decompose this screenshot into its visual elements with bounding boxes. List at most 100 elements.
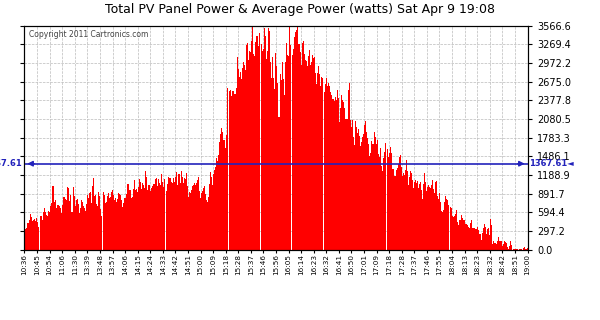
- Bar: [268, 28, 269, 250]
- Bar: [240, 72, 241, 250]
- Bar: [128, 190, 130, 250]
- Bar: [151, 188, 152, 250]
- Bar: [210, 172, 211, 250]
- Bar: [253, 54, 254, 250]
- Bar: [358, 129, 359, 250]
- Bar: [85, 211, 86, 250]
- Bar: [83, 206, 84, 250]
- Bar: [304, 54, 305, 250]
- Bar: [96, 204, 97, 250]
- Bar: [84, 208, 85, 250]
- Bar: [296, 29, 298, 250]
- Bar: [499, 241, 500, 250]
- Bar: [451, 208, 452, 250]
- Bar: [431, 185, 432, 250]
- Bar: [461, 215, 462, 250]
- Bar: [148, 185, 149, 250]
- Bar: [183, 183, 184, 250]
- Bar: [205, 194, 206, 250]
- Text: Total PV Panel Power & Average Power (watts) Sat Apr 9 19:08: Total PV Panel Power & Average Power (wa…: [105, 3, 495, 16]
- Bar: [285, 62, 286, 250]
- Bar: [409, 177, 410, 250]
- Bar: [211, 177, 212, 250]
- Bar: [214, 170, 215, 250]
- Bar: [442, 212, 443, 250]
- Bar: [380, 166, 382, 250]
- Bar: [200, 198, 202, 250]
- Bar: [452, 217, 454, 250]
- Bar: [70, 196, 71, 250]
- Bar: [465, 224, 466, 250]
- Bar: [237, 57, 238, 250]
- Bar: [170, 178, 172, 250]
- Bar: [217, 161, 218, 250]
- Bar: [230, 90, 232, 250]
- Bar: [523, 248, 524, 250]
- Bar: [112, 190, 113, 250]
- Bar: [367, 138, 368, 250]
- Bar: [359, 136, 361, 250]
- Bar: [511, 245, 512, 250]
- Bar: [290, 52, 292, 250]
- Bar: [371, 140, 372, 250]
- Bar: [484, 224, 485, 250]
- Bar: [520, 249, 521, 250]
- Bar: [370, 153, 371, 250]
- Bar: [469, 228, 470, 250]
- Bar: [60, 208, 61, 250]
- Bar: [298, 44, 299, 250]
- Bar: [415, 180, 416, 250]
- Bar: [312, 55, 313, 250]
- Text: Copyright 2011 Cartronics.com: Copyright 2011 Cartronics.com: [29, 30, 148, 39]
- Bar: [56, 208, 57, 250]
- Bar: [241, 79, 242, 250]
- Bar: [58, 205, 59, 250]
- Bar: [505, 242, 506, 250]
- Bar: [424, 172, 425, 250]
- Bar: [316, 84, 317, 250]
- Bar: [150, 191, 151, 250]
- Bar: [219, 142, 220, 250]
- Bar: [31, 217, 32, 250]
- Bar: [429, 187, 430, 250]
- Bar: [350, 127, 352, 250]
- Bar: [421, 190, 422, 250]
- Bar: [289, 28, 290, 250]
- Bar: [67, 187, 68, 250]
- Bar: [500, 241, 501, 250]
- Bar: [479, 234, 481, 250]
- Bar: [382, 172, 383, 250]
- Bar: [376, 144, 377, 250]
- Bar: [386, 139, 388, 250]
- Bar: [334, 101, 335, 250]
- Bar: [487, 229, 488, 250]
- Bar: [82, 202, 83, 250]
- Bar: [306, 61, 307, 250]
- Bar: [174, 182, 175, 250]
- Bar: [280, 74, 281, 250]
- Bar: [127, 184, 128, 250]
- Bar: [191, 186, 193, 250]
- Bar: [287, 56, 289, 250]
- Bar: [131, 197, 133, 250]
- Bar: [184, 178, 185, 250]
- Bar: [440, 202, 441, 250]
- Bar: [323, 85, 325, 250]
- Bar: [313, 58, 314, 250]
- Bar: [103, 192, 104, 250]
- Bar: [252, 27, 253, 250]
- Bar: [181, 171, 182, 250]
- Bar: [443, 202, 445, 250]
- Bar: [136, 189, 137, 250]
- Bar: [320, 77, 322, 250]
- Bar: [185, 179, 186, 250]
- Bar: [186, 173, 187, 250]
- Bar: [140, 182, 141, 250]
- Bar: [182, 177, 183, 250]
- Bar: [212, 185, 213, 250]
- Bar: [331, 95, 332, 250]
- Bar: [47, 216, 48, 250]
- Bar: [229, 91, 230, 250]
- Bar: [434, 193, 435, 250]
- Bar: [425, 182, 426, 250]
